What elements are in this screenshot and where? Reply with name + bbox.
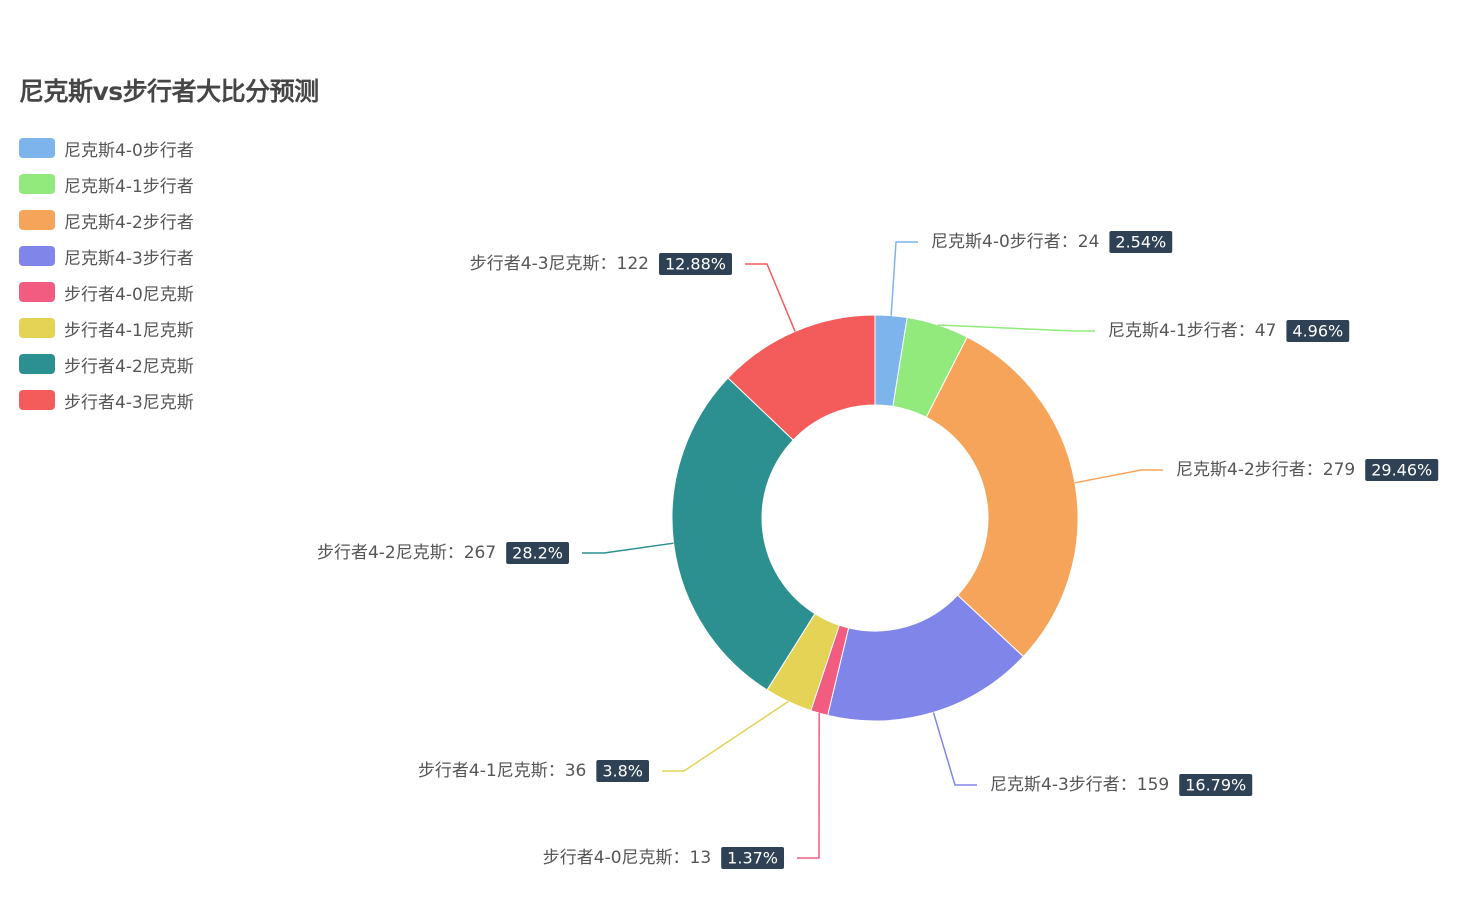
- legend-swatch: [19, 390, 55, 410]
- chart-title: 尼克斯vs步行者大比分预测: [19, 77, 319, 106]
- leader-line: [890, 241, 918, 316]
- slice-label-name: 步行者4-2尼克斯：267: [317, 543, 496, 563]
- leader-line: [745, 263, 796, 332]
- legend-item-nicks-4-1[interactable]: 尼克斯4-1步行者: [19, 172, 194, 197]
- slice-percent: 4.96%: [1292, 322, 1343, 341]
- slice-label: 步行者4-3尼克斯：122 12.88%: [470, 253, 732, 275]
- slice-percent-badge: [506, 542, 569, 564]
- donut-slice[interactable]: [925, 336, 1079, 658]
- legend-swatch: [19, 246, 55, 266]
- slice-label: 尼克斯4-3步行者：159 16.79%: [990, 774, 1253, 796]
- leader-line: [937, 324, 1095, 332]
- legend-item-nicks-4-2[interactable]: 尼克斯4-2步行者: [19, 208, 194, 233]
- leader-line: [662, 700, 789, 772]
- legend-label: 步行者4-1尼克斯: [64, 320, 194, 341]
- legend-label: 步行者4-2尼克斯: [64, 356, 194, 377]
- slice-label: 尼克斯4-1步行者：47 4.96%: [1108, 320, 1350, 342]
- legend-item-pacers-4-0[interactable]: 步行者4-0尼克斯: [19, 280, 194, 305]
- legend-swatch: [19, 138, 55, 158]
- leader-line: [932, 712, 977, 786]
- leader-lines-layer: [582, 241, 1163, 859]
- legend-item-pacers-4-3[interactable]: 步行者4-3尼克斯: [19, 388, 194, 413]
- leader-line: [1074, 469, 1163, 484]
- donut-slice[interactable]: [727, 314, 876, 441]
- legend-swatch: [19, 174, 55, 194]
- slice-percent-badge: [1286, 320, 1350, 342]
- leader-line: [797, 713, 820, 859]
- slice-percent-badge: [596, 760, 649, 782]
- slice-percent-badge: [1365, 459, 1439, 481]
- legend-item-nicks-4-0[interactable]: 尼克斯4-0步行者: [19, 136, 194, 161]
- slice-percent-badge: [658, 253, 732, 275]
- slice-percent-badge: [1179, 774, 1253, 796]
- legend-item-nicks-4-3[interactable]: 尼克斯4-3步行者: [19, 244, 194, 269]
- slice-label: 尼克斯4-0步行者：24 2.54%: [931, 231, 1173, 253]
- slice-percent: 1.37%: [727, 849, 778, 868]
- slice-percent: 3.8%: [602, 762, 643, 781]
- legend-label: 尼克斯4-0步行者: [64, 140, 194, 161]
- legend-label: 步行者4-0尼克斯: [64, 284, 194, 305]
- legend-label: 尼克斯4-3步行者: [64, 248, 194, 269]
- chart-legend: 尼克斯4-0步行者 尼克斯4-1步行者 尼克斯4-2步行者 尼克斯4-3步行者 …: [19, 136, 194, 424]
- slice-label-name: 步行者4-1尼克斯：36: [418, 761, 586, 781]
- slice-percent: 29.46%: [1371, 461, 1432, 480]
- donut-slice[interactable]: [827, 594, 1025, 722]
- slice-label: 步行者4-1尼克斯：36 3.8%: [418, 760, 649, 782]
- slice-label-name: 尼克斯4-2步行者：279: [1176, 460, 1355, 480]
- legend-label: 步行者4-3尼克斯: [64, 392, 194, 413]
- slice-percent: 2.54%: [1115, 233, 1166, 252]
- slice-percent-badge: [721, 847, 784, 869]
- legend-label: 尼克斯4-2步行者: [64, 212, 194, 233]
- slice-percent: 12.88%: [665, 255, 726, 274]
- slice-label-name: 尼克斯4-3步行者：159: [990, 775, 1169, 795]
- slice-label-name: 步行者4-0尼克斯：13: [543, 848, 711, 868]
- leader-line: [582, 542, 674, 554]
- slices-layer: [671, 314, 1079, 722]
- slice-percent-badge: [1109, 231, 1173, 253]
- slice-percent: 16.79%: [1185, 776, 1246, 795]
- slice-label-name: 尼克斯4-1步行者：47: [1108, 321, 1276, 341]
- donut-slice[interactable]: [671, 377, 816, 691]
- slice-label: 步行者4-2尼克斯：267 28.2%: [317, 542, 569, 564]
- legend-item-pacers-4-1[interactable]: 步行者4-1尼克斯: [19, 316, 194, 341]
- slice-label-name: 步行者4-3尼克斯：122: [470, 254, 649, 274]
- slice-label: 步行者4-0尼克斯：13 1.37%: [543, 847, 784, 869]
- legend-label: 尼克斯4-1步行者: [64, 176, 194, 197]
- legend-swatch: [19, 210, 55, 230]
- legend-item-pacers-4-2[interactable]: 步行者4-2尼克斯: [19, 352, 194, 377]
- slice-label: 尼克斯4-2步行者：279 29.46%: [1176, 459, 1439, 481]
- legend-swatch: [19, 282, 55, 302]
- legend-swatch: [19, 354, 55, 374]
- slice-labels-layer: 尼克斯4-0步行者：24 2.54% 尼克斯4-1步行者：47 4.96% 尼克斯4-2…: [317, 231, 1439, 869]
- slice-label-name: 尼克斯4-0步行者：24: [931, 232, 1099, 252]
- legend-swatch: [19, 318, 55, 338]
- slice-percent: 28.2%: [512, 544, 563, 563]
